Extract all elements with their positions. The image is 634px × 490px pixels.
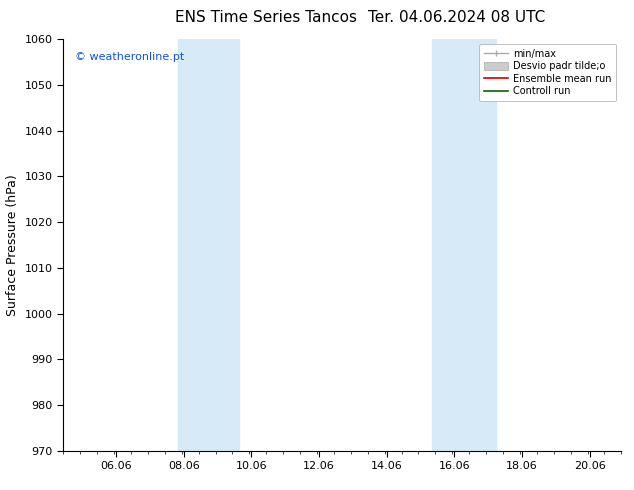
Text: © weatheronline.pt: © weatheronline.pt bbox=[75, 51, 184, 62]
Bar bbox=[432, 39, 496, 451]
Text: Ter. 04.06.2024 08 UTC: Ter. 04.06.2024 08 UTC bbox=[368, 10, 545, 25]
Bar bbox=[178, 39, 239, 451]
Y-axis label: Surface Pressure (hPa): Surface Pressure (hPa) bbox=[6, 174, 19, 316]
Legend: min/max, Desvio padr tilde;o, Ensemble mean run, Controll run: min/max, Desvio padr tilde;o, Ensemble m… bbox=[479, 44, 616, 101]
Text: ENS Time Series Tancos: ENS Time Series Tancos bbox=[175, 10, 358, 25]
